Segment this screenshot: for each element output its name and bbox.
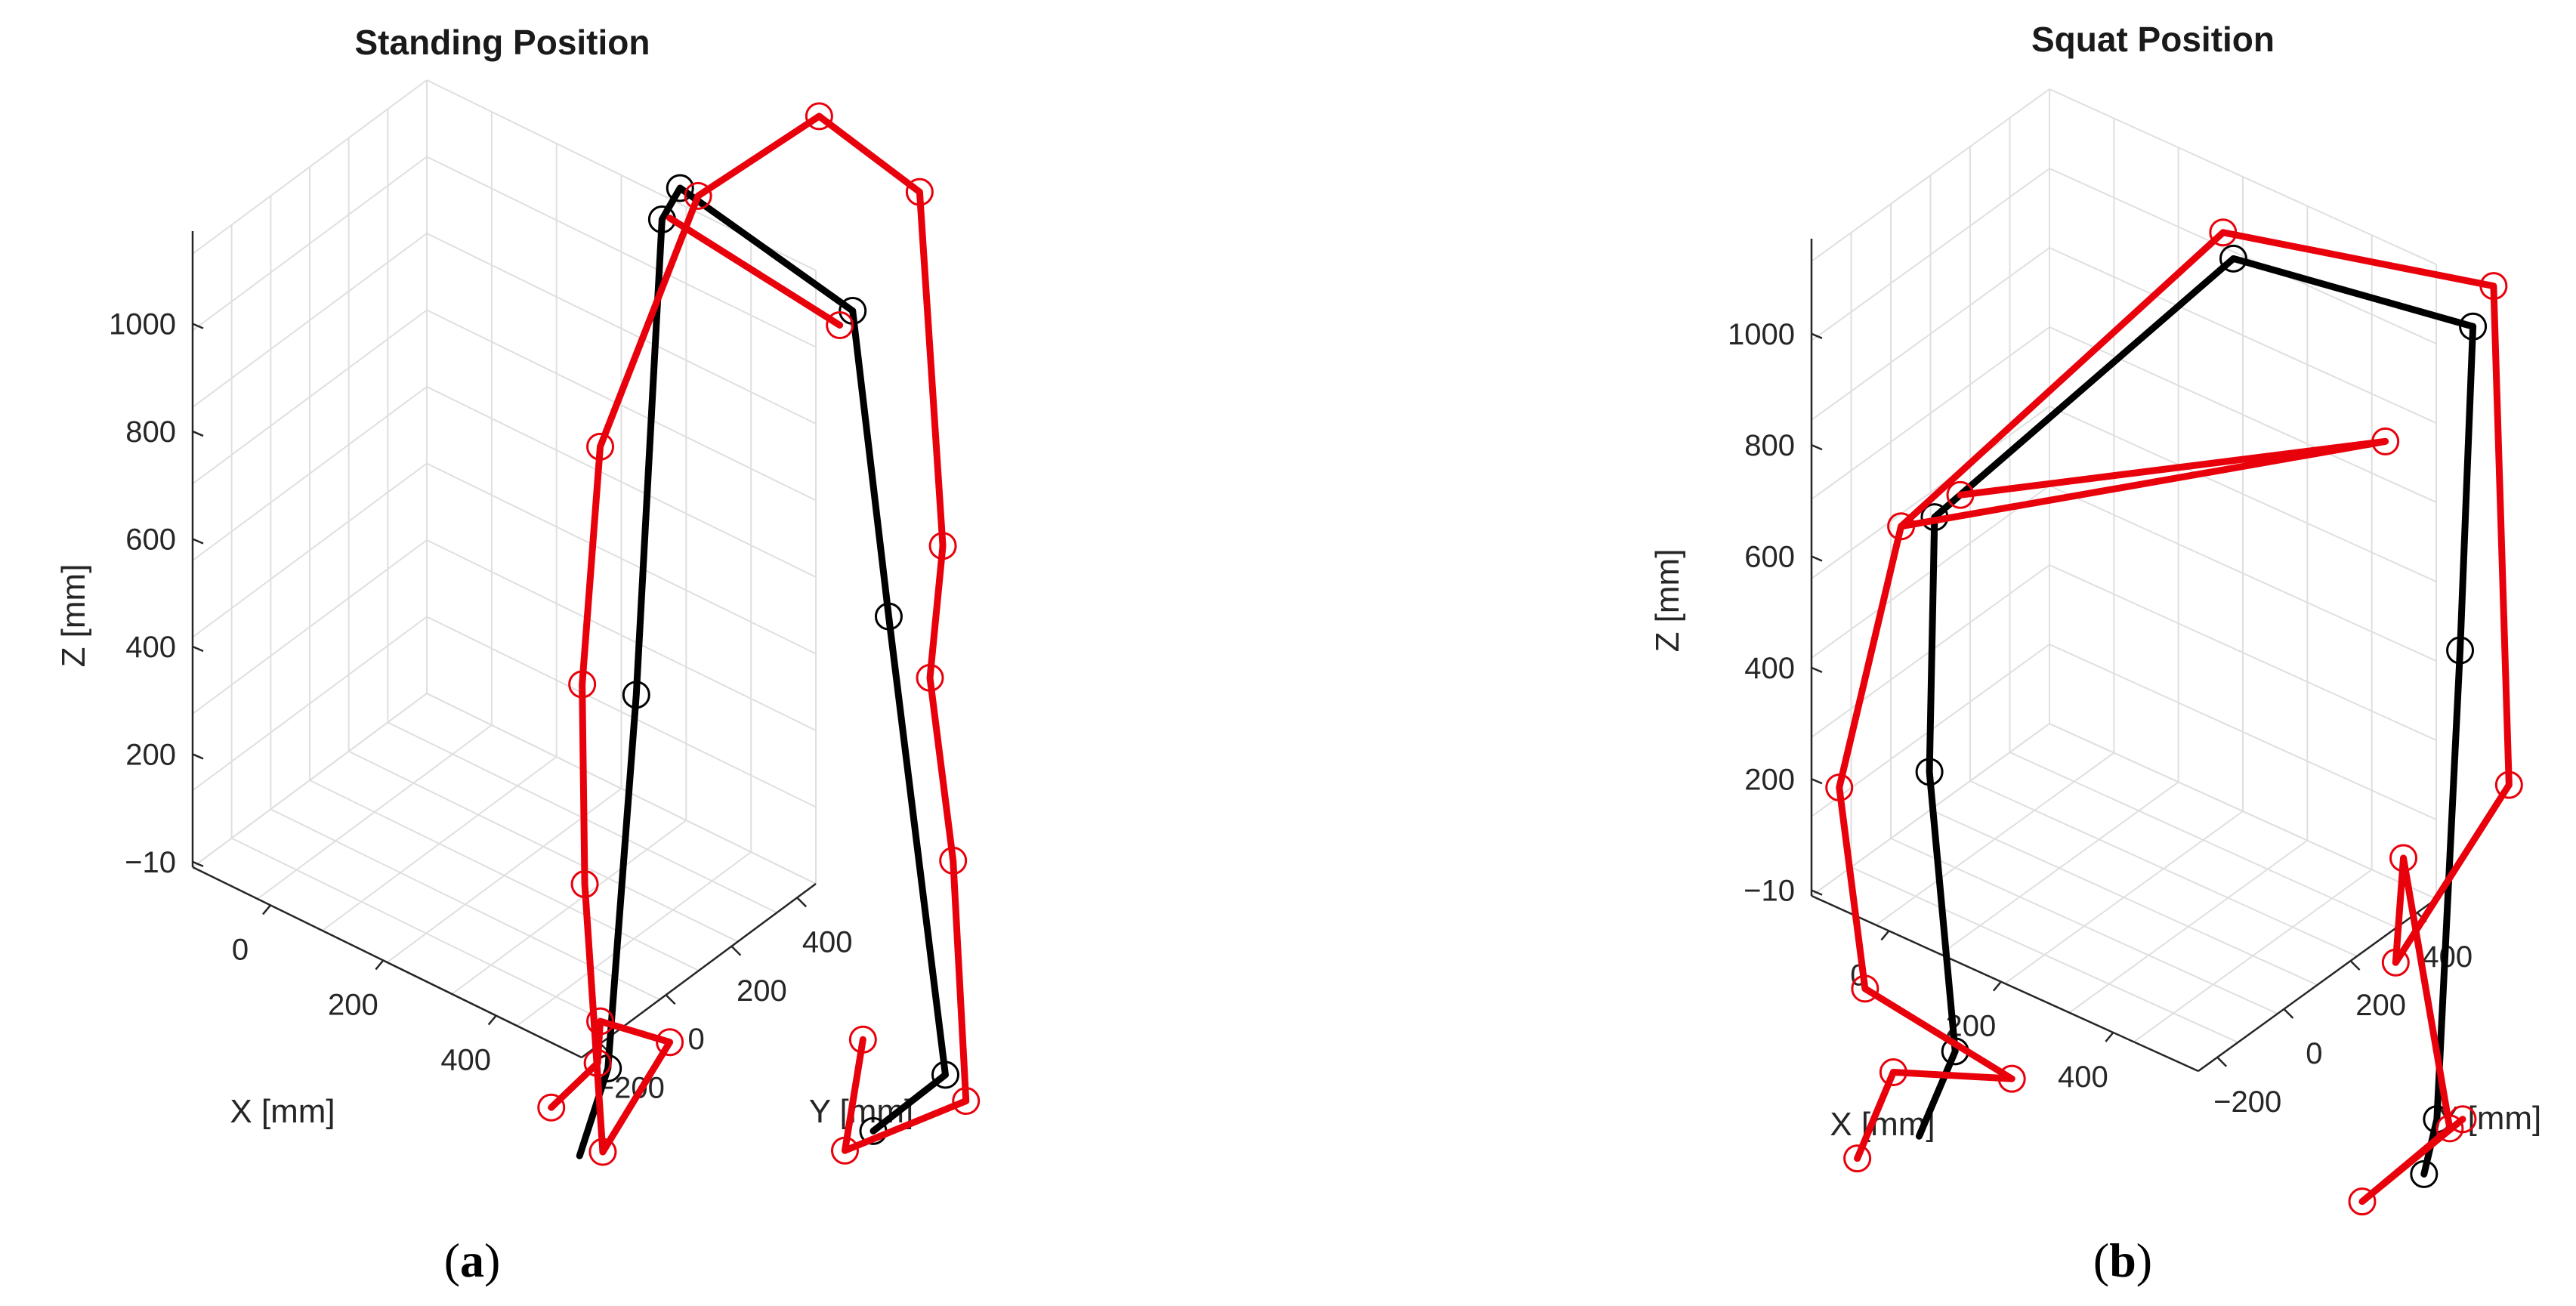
standing-data xyxy=(537,102,981,1166)
standing-red-skeleton-segment xyxy=(666,215,844,329)
squat-red-skeleton-marker xyxy=(1946,480,1975,509)
squat-red-skeleton-marker xyxy=(2448,1105,2477,1134)
standing-xlabel: X [mm] xyxy=(230,1093,335,1130)
standing-red-skeleton-marker xyxy=(905,178,934,206)
standing-red-skeleton-marker xyxy=(939,846,968,875)
squat-ytick-label: 200 xyxy=(2355,989,2406,1022)
standing-ztick-label: −10 xyxy=(125,846,176,879)
squat-black-skeleton-marker xyxy=(2446,636,2475,665)
standing-black-skeleton-marker xyxy=(622,681,650,709)
squat-caption: (b) xyxy=(2093,1233,2152,1287)
standing-red-skeleton-marker xyxy=(684,181,712,210)
standing-xtick-label: 400 xyxy=(440,1044,491,1077)
squat-red-skeleton-marker xyxy=(1887,512,1916,541)
standing-red-skeleton-marker xyxy=(588,1138,617,1166)
standing-ytick-label: 400 xyxy=(802,925,853,959)
standing-red-skeleton-marker xyxy=(570,870,599,899)
standing-red-skeleton-marker xyxy=(805,102,833,131)
squat-red-skeleton-marker xyxy=(2494,770,2523,799)
standing-zlabel: Z [mm] xyxy=(55,564,92,668)
squat-title: Squat Position xyxy=(2031,20,2275,59)
standing-ytick-label: 0 xyxy=(687,1023,704,1056)
squat-black-skeleton-marker xyxy=(2219,244,2247,273)
standing-ztick-label: 800 xyxy=(125,415,176,449)
squat-ytick-label: 0 xyxy=(2306,1037,2322,1070)
standing-red-skeleton-marker xyxy=(830,1136,859,1165)
squat-red-skeleton-marker xyxy=(1843,1144,1872,1173)
squat-position-plot: Squat Position Z [mm] X [mm] Y [mm] −102… xyxy=(1649,20,2541,1287)
standing-grid xyxy=(192,79,817,1058)
standing-red-skeleton-marker xyxy=(656,1028,684,1057)
squat-red-skeleton-marker xyxy=(2371,427,2400,455)
standing-xtick-label: 200 xyxy=(328,988,378,1021)
squat-red-skeleton-marker xyxy=(1879,1058,1907,1087)
squat-red-skeleton-segment xyxy=(1898,437,2389,530)
standing-black-skeleton-segment xyxy=(849,307,949,1135)
standing-ztick-label: 1000 xyxy=(109,308,176,341)
squat-red-skeleton-marker xyxy=(2381,948,2410,977)
squat-black-skeleton-marker xyxy=(2459,312,2488,341)
squat-red-skeleton-marker xyxy=(2389,844,2418,872)
standing-ztick-label: 200 xyxy=(125,738,176,771)
squat-red-skeleton-marker xyxy=(2479,272,2508,301)
standing-ztick-label: 400 xyxy=(125,631,176,664)
squat-ztick-label: 800 xyxy=(1744,429,1795,462)
standing-black-skeleton-marker xyxy=(931,1061,959,1089)
squat-red-skeleton-segment xyxy=(1836,523,2015,1162)
squat-red-skeleton-marker xyxy=(1851,974,1879,1003)
standing-title: Standing Position xyxy=(355,23,650,62)
standing-red-skeleton-marker xyxy=(848,1025,877,1054)
squat-ztick-label: 1000 xyxy=(1728,318,1795,351)
standing-caption: (a) xyxy=(444,1233,501,1287)
squat-axes xyxy=(1810,239,2437,1073)
standing-red-skeleton-segment xyxy=(579,113,823,1156)
squat-ztick-label: 200 xyxy=(1744,763,1795,796)
standing-red-skeleton-marker xyxy=(586,1007,615,1036)
standing-red-skeleton-marker xyxy=(568,670,597,699)
squat-red-skeleton-marker xyxy=(1997,1064,2026,1093)
standing-red-skeleton-marker xyxy=(583,1048,612,1077)
squat-ztick-label: 400 xyxy=(1744,652,1795,685)
standing-red-skeleton-marker xyxy=(826,311,854,340)
standing-red-skeleton-marker xyxy=(928,532,957,560)
standing-black-skeleton-marker xyxy=(874,602,903,631)
squat-grid xyxy=(1811,88,2437,1072)
squat-red-skeleton-segment xyxy=(1898,229,2513,1206)
standing-position-plot: Standing Position Z [mm] X [mm] Y [mm] −… xyxy=(55,23,981,1287)
squat-zlabel: Z [mm] xyxy=(1649,549,1686,653)
standing-ytick-label: 200 xyxy=(737,974,787,1008)
squat-red-skeleton-marker xyxy=(2348,1187,2377,1216)
squat-black-skeleton-marker xyxy=(2410,1159,2439,1188)
standing-red-skeleton-segment xyxy=(815,113,970,1154)
standing-red-skeleton-segment xyxy=(548,1017,674,1156)
squat-ytick-label: −200 xyxy=(2213,1085,2281,1119)
standing-red-skeleton-marker xyxy=(916,663,944,692)
standing-ztick-label: 600 xyxy=(125,523,176,557)
squat-data xyxy=(1825,218,2523,1216)
standing-red-skeleton-marker xyxy=(952,1087,981,1116)
standing-black-skeleton-marker xyxy=(666,174,694,202)
squat-ztick-label: 600 xyxy=(1744,541,1795,574)
squat-red-skeleton-marker xyxy=(2209,218,2238,247)
standing-red-skeleton-marker xyxy=(586,432,615,461)
standing-red-skeleton-marker xyxy=(537,1093,566,1122)
squat-black-skeleton-segment xyxy=(2420,323,2477,1178)
squat-ztick-label: −10 xyxy=(1744,875,1795,908)
squat-black-skeleton-segment xyxy=(1915,255,2477,1140)
squat-red-skeleton-marker xyxy=(1825,773,1854,802)
squat-xtick-label: 400 xyxy=(2058,1061,2108,1094)
standing-black-skeleton-segment xyxy=(576,184,857,1159)
standing-xtick-label: 0 xyxy=(232,933,249,966)
squat-ylabel: Y [mm] xyxy=(2437,1100,2542,1137)
squat-black-skeleton-marker xyxy=(1915,758,1944,786)
